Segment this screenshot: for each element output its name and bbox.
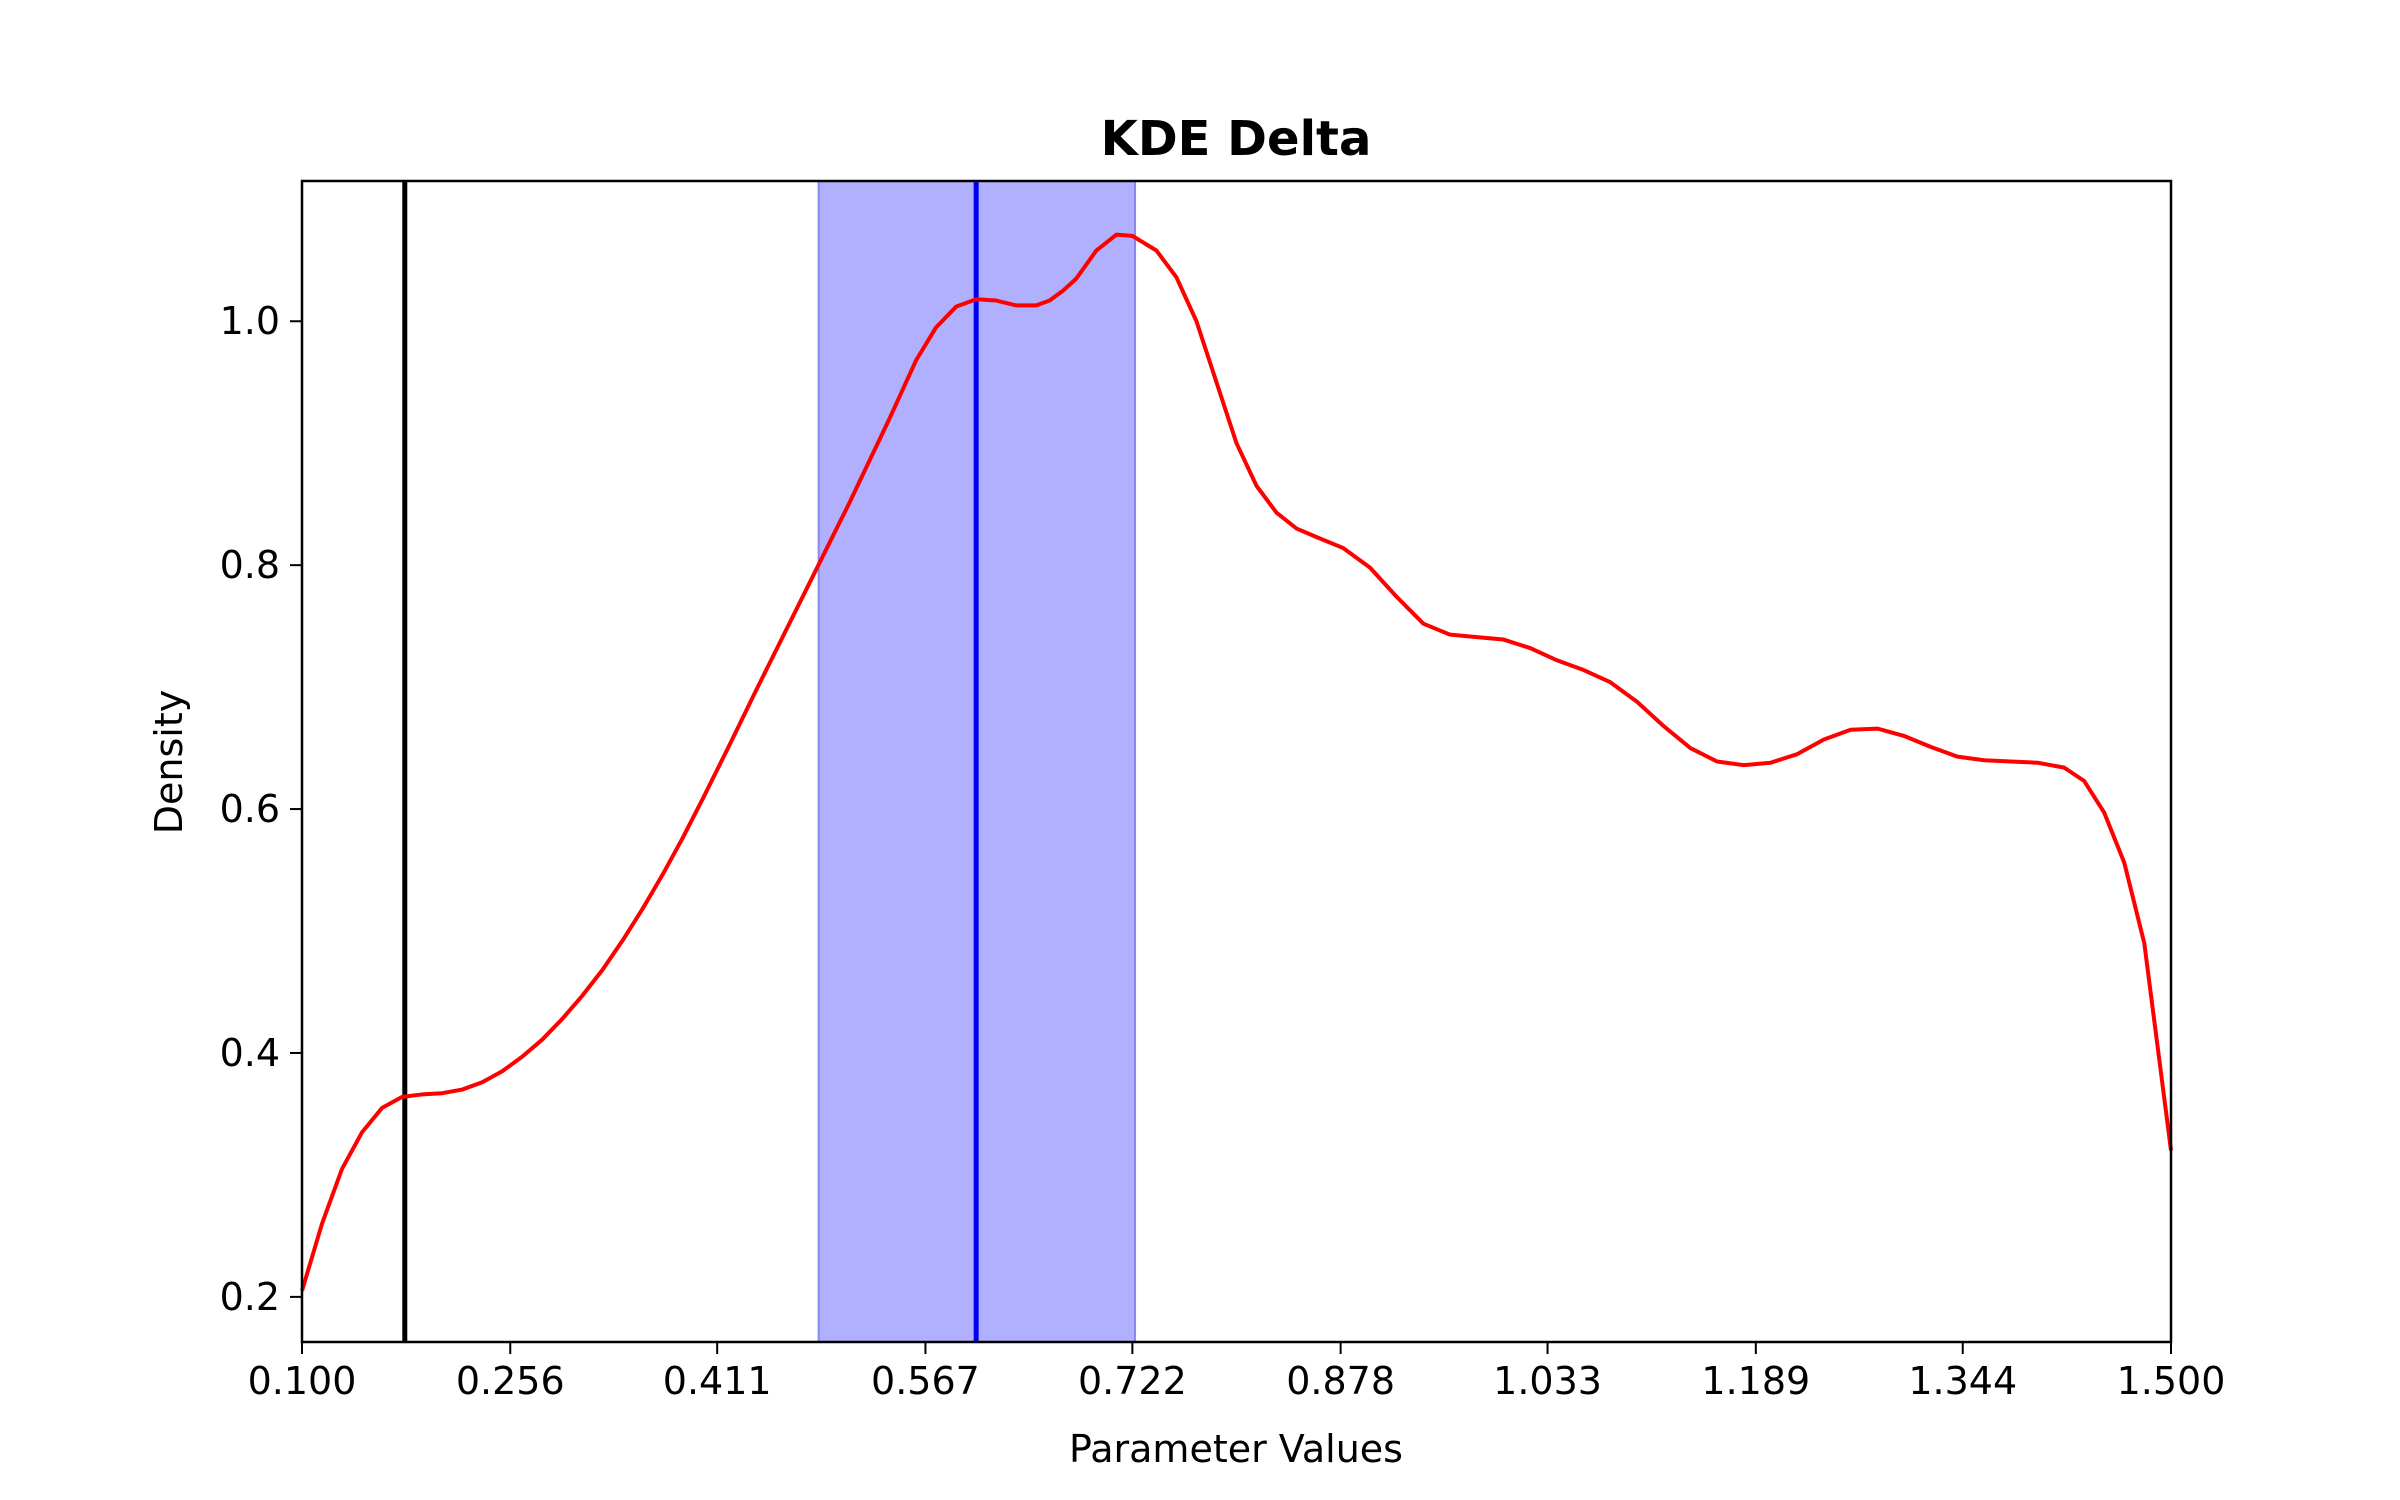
chart-title: KDE Delta (1101, 111, 1372, 167)
x-tick-label: 0.256 (456, 1359, 565, 1403)
x-tick-label: 1.033 (1493, 1359, 1602, 1403)
plot-frame (300, 179, 2173, 1344)
x-tick-label: 1.189 (1701, 1359, 1810, 1403)
y-tick-label: 0.2 (220, 1275, 280, 1319)
y-axis-label: Density (147, 690, 191, 834)
x-tick-label: 0.100 (248, 1359, 357, 1403)
y-tick-label: 0.8 (220, 543, 280, 587)
kde-curve-1 (300, 232, 2173, 1292)
x-tick-label: 1.500 (2117, 1359, 2226, 1403)
y-axis-ticks: 0.2 0.4 0.6 0.8 1.0 (220, 299, 302, 1319)
y-tick-label: 0.4 (220, 1031, 280, 1075)
x-tick-label: 0.567 (871, 1359, 980, 1403)
x-tick-label: 0.878 (1286, 1359, 1395, 1403)
x-axis-ticks: 0.100 0.256 0.411 0.567 0.722 0.878 1.033 1.189… (248, 1342, 2226, 1403)
series-layer (300, 232, 2173, 1292)
x-tick-label: 0.722 (1078, 1359, 1187, 1403)
x-tick-label: 1.344 (1908, 1359, 2017, 1403)
x-axis-label: Parameter Values (1069, 1427, 1403, 1471)
x-tick-label: 0.411 (663, 1359, 772, 1403)
reference-lines-layer (402, 181, 979, 1342)
y-tick-label: 1.0 (220, 299, 280, 343)
y-tick-label: 0.6 (220, 787, 280, 831)
